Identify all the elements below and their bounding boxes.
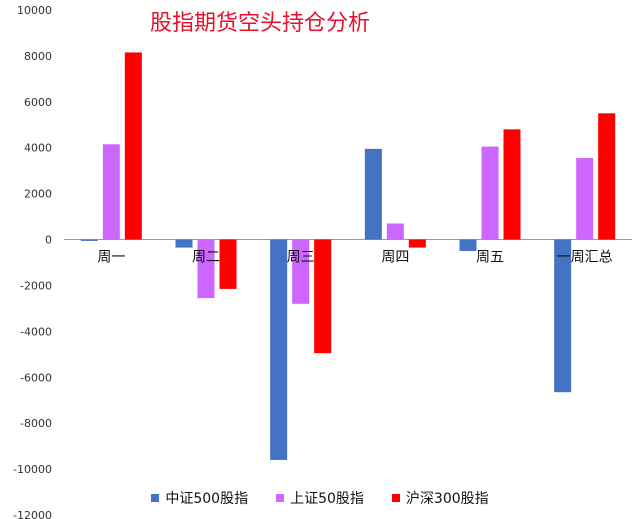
legend-label: 中证500股指	[165, 491, 249, 507]
legend-item-series-1: 上证50股指	[276, 488, 364, 508]
bar	[219, 239, 237, 289]
bar	[80, 239, 98, 241]
chart-legend: 中证500股指 上证50股指 沪深300股指	[0, 488, 640, 508]
legend-swatch	[276, 494, 285, 502]
x-tick-label: 周三	[287, 250, 315, 266]
legend-item-series-2: 沪深300股指	[391, 488, 489, 508]
y-tick-label: -6000	[20, 371, 52, 384]
bar	[481, 146, 499, 240]
y-tick-label: 8000	[24, 50, 52, 63]
legend-swatch	[391, 494, 400, 502]
y-tick-label: 6000	[24, 96, 52, 109]
bar	[314, 239, 332, 354]
x-tick-label: 周二	[192, 250, 220, 266]
legend-label: 上证50股指	[290, 491, 364, 507]
bar	[554, 239, 572, 393]
y-tick-label: -10000	[13, 463, 52, 476]
legend-item-series-0: 中证500股指	[151, 488, 248, 508]
x-tick-label: 周四	[381, 250, 409, 266]
bar	[408, 239, 426, 248]
bar	[576, 158, 594, 240]
y-tick-label: -12000	[13, 509, 52, 519]
legend-swatch	[151, 494, 160, 502]
y-tick-label: -8000	[20, 417, 52, 430]
y-tick-label: 4000	[24, 142, 52, 155]
bar	[503, 129, 521, 240]
x-tick-label: 周一	[97, 250, 125, 266]
bar	[292, 239, 310, 304]
bar	[175, 239, 193, 248]
chart-title: 股指期货空头持仓分析	[150, 11, 371, 36]
bar	[364, 148, 382, 240]
y-tick-label: 0	[45, 234, 52, 247]
bar	[197, 239, 215, 299]
y-tick-label: 10000	[17, 4, 52, 17]
bar	[459, 239, 477, 252]
x-tick-label: 一周汇总	[557, 250, 613, 266]
bar	[386, 223, 404, 240]
x-tick-label: 周五	[476, 250, 504, 266]
y-tick-label: -2000	[20, 279, 52, 292]
y-tick-label: 2000	[24, 188, 52, 201]
y-tick-label: -4000	[20, 325, 52, 338]
bar	[598, 113, 616, 240]
bar	[270, 239, 288, 460]
bar	[102, 144, 120, 240]
bar	[124, 52, 142, 240]
legend-label: 沪深300股指	[405, 491, 489, 507]
